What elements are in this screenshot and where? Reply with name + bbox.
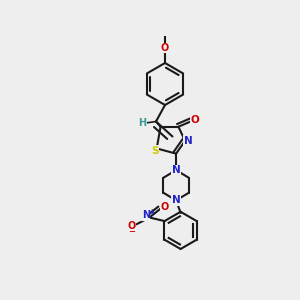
Text: S: S xyxy=(152,146,159,156)
Text: N: N xyxy=(172,165,181,175)
Text: N: N xyxy=(172,195,181,206)
Text: N: N xyxy=(184,136,192,146)
Text: O: O xyxy=(160,202,169,212)
Text: O: O xyxy=(190,115,199,125)
Text: N: N xyxy=(142,210,150,220)
Text: H: H xyxy=(138,118,147,128)
Text: O: O xyxy=(161,43,169,53)
Text: +: + xyxy=(148,208,154,217)
Text: −: − xyxy=(128,227,135,236)
Text: O: O xyxy=(128,220,136,231)
